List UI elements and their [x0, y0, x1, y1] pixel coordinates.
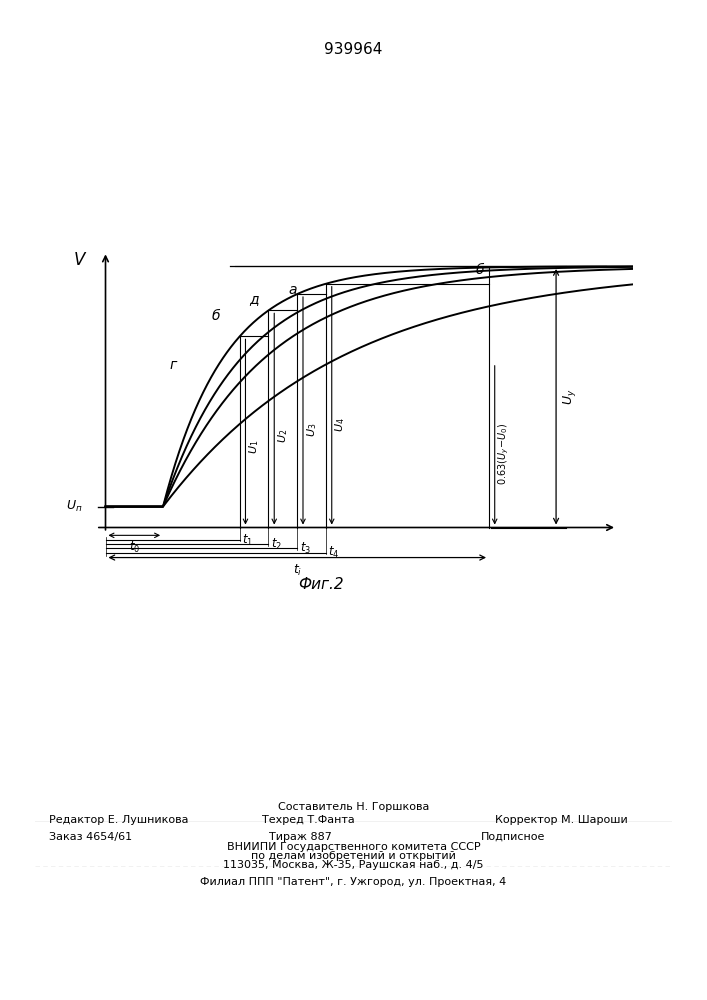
Text: $U_4$: $U_4$ [334, 418, 347, 432]
Text: $U_п$: $U_п$ [66, 499, 83, 514]
Text: 113035, Москва, Ж-35, Раушская наб., д. 4/5: 113035, Москва, Ж-35, Раушская наб., д. … [223, 860, 484, 870]
Text: Подписное: Подписное [481, 832, 545, 842]
Text: $U_3$: $U_3$ [305, 422, 319, 437]
Text: Редактор Е. Лушникова: Редактор Е. Лушникова [49, 815, 189, 825]
Text: б: б [211, 309, 220, 323]
Text: $t_4$: $t_4$ [328, 545, 340, 560]
Text: Техред Т.Фанта: Техред Т.Фанта [262, 815, 354, 825]
Text: $0.63(U_y\!-\!U_0)$: $0.63(U_y\!-\!U_0)$ [496, 422, 511, 485]
Text: Тираж 887: Тираж 887 [269, 832, 332, 842]
Text: Корректор М. Шароши: Корректор М. Шароши [495, 815, 628, 825]
Text: Составитель Н. Горшкова: Составитель Н. Горшкова [278, 802, 429, 812]
Text: Фиг.2: Фиг.2 [298, 577, 344, 592]
Text: по делам изобретений и открытий: по делам изобретений и открытий [251, 851, 456, 861]
Text: 939964: 939964 [325, 42, 382, 57]
Text: $U_2$: $U_2$ [276, 429, 290, 443]
Text: $t_2$: $t_2$ [271, 537, 282, 552]
Text: $t_3$: $t_3$ [300, 541, 311, 556]
Text: б: б [475, 263, 484, 277]
Text: Филиал ППП "Патент", г. Ужгород, ул. Проектная, 4: Филиал ППП "Патент", г. Ужгород, ул. Про… [200, 877, 507, 887]
Text: д: д [250, 292, 259, 306]
Text: ВНИИПИ Государственного комитета СССР: ВНИИПИ Государственного комитета СССР [227, 842, 480, 852]
Text: V: V [74, 251, 85, 269]
Text: $t_0$: $t_0$ [129, 540, 140, 555]
Text: а: а [288, 283, 297, 297]
Text: г: г [169, 358, 176, 372]
Text: $U_1$: $U_1$ [247, 440, 261, 454]
Text: $t_i$: $t_i$ [293, 563, 302, 578]
Text: Заказ 4654/61: Заказ 4654/61 [49, 832, 133, 842]
Text: $U_y$: $U_y$ [561, 389, 578, 405]
Text: $t_1$: $t_1$ [242, 532, 253, 548]
